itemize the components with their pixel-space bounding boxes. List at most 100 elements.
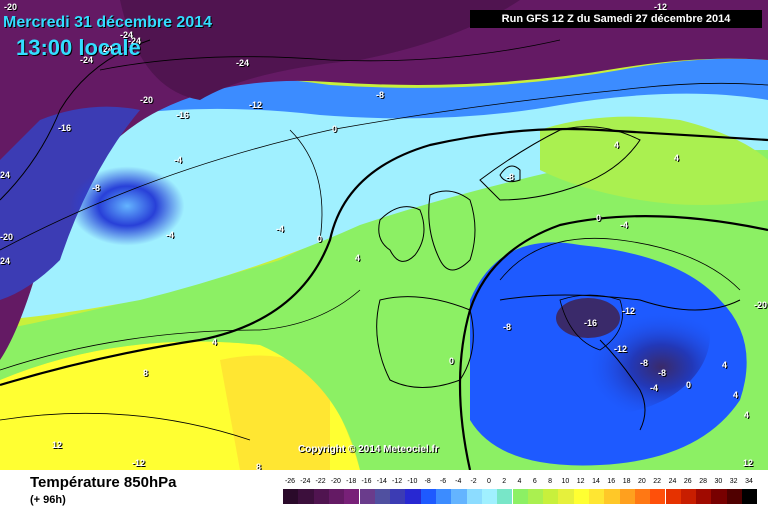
isotherm-label: 4 [733, 390, 739, 400]
isotherm-label: 4 [674, 153, 680, 163]
scale-swatch [283, 489, 299, 504]
scale-tick-label: -6 [439, 478, 447, 485]
scale-tick-label: 8 [548, 478, 553, 485]
atlantic-low [70, 125, 330, 305]
isotherm-label: -12 [614, 344, 628, 354]
scale-swatch [742, 489, 758, 504]
forecast-time: 13:00 locale [16, 35, 141, 60]
isotherm-label: -8 [503, 322, 512, 332]
scale-tick-label: 34 [745, 478, 753, 485]
forecast-offset: (+ 96h) [30, 494, 66, 506]
scale-tick-label: 2 [502, 478, 507, 485]
scale-swatch [589, 489, 605, 504]
isotherm-label: 12 [743, 458, 754, 468]
scale-tick-label: -4 [455, 478, 462, 485]
isotherm-label: 4 [355, 253, 361, 263]
scale-tick-label: 24 [668, 478, 677, 485]
scale-tick-label: -18 [346, 478, 357, 485]
scale-tick-label: 4 [517, 478, 522, 485]
scale-tick-label: 28 [699, 478, 707, 485]
isotherm-label: -4 [650, 383, 659, 393]
isotherm-label: -20 [754, 300, 768, 310]
isotherms [0, 39, 768, 441]
isotherm-label: -20 [0, 232, 14, 242]
isotherm-label: -8 [658, 368, 667, 378]
scale-swatch [543, 489, 559, 504]
copyright-notice: Copyright © 2014 Meteociel.fr [298, 444, 439, 455]
scale-swatch [481, 489, 498, 504]
isotherm-label: 4 [744, 410, 750, 420]
scale-swatch [374, 489, 391, 504]
isotherm-label: -12 [622, 306, 636, 316]
run-info: Run GFS 12 Z du Samedi 27 décembre 2014 [470, 10, 762, 28]
isotherm-label: -24 [128, 36, 142, 46]
scale-tick-label: 30 [714, 478, 723, 485]
scale-tick-label: 18 [622, 478, 631, 485]
isotherm-label: -8 [92, 183, 101, 193]
isotherm-label: -16 [176, 110, 190, 120]
scale-swatch [711, 489, 727, 504]
scale-swatch [512, 489, 528, 504]
scale-tick-label: 22 [653, 478, 662, 485]
scale-tick-label: -8 [424, 478, 431, 485]
isotherm-label: -24 [80, 55, 94, 65]
scale-tick-label: -14 [376, 478, 387, 485]
isotherm-label: 24 [0, 170, 11, 180]
scale-tick-label: -20 [330, 478, 341, 485]
scale-swatch [390, 489, 406, 504]
isotherm-label: -20 [4, 2, 18, 12]
isotherm-label: -8 [506, 172, 515, 182]
isotherm-label: 4 [722, 360, 728, 370]
isotherm-label: -24 [236, 58, 250, 68]
zero-isotherm [0, 127, 768, 470]
scale-swatch [573, 489, 589, 504]
scale-swatch [558, 489, 574, 504]
isotherm-label: -12 [654, 2, 668, 12]
scale-swatch [650, 489, 666, 504]
isotherm-label: 0 [449, 356, 455, 366]
temperature-map: -20 -24 -24 -24 -24 -20 -16 -12 -8 -16 -… [0, 0, 768, 470]
scale-swatch [344, 489, 360, 504]
scale-swatch [604, 489, 620, 504]
color-scale: -26 -24 -22 -20 -18 -16 -14 -12 -10 -8 -6 -4 -2 0 2 4 6 8… [283, 478, 758, 508]
map-footer: Température 850hPa (+ 96h) -26 -24 -22 -20-… [0, 470, 768, 512]
scale-swatch [451, 489, 467, 504]
scale-swatch [359, 489, 375, 504]
scale-swatch [405, 489, 421, 504]
scale-tick-label: -12 [392, 478, 403, 485]
scale-swatch [420, 489, 436, 504]
map-canvas [0, 0, 768, 470]
isotherm-label: -12 [249, 100, 263, 110]
scale-swatch [665, 489, 681, 504]
scale-swatch [726, 489, 742, 504]
isotherm-label: -20 [140, 95, 154, 105]
forecast-date: Mercredi 31 décembre 2014 [3, 14, 213, 31]
scale-swatch [328, 489, 345, 504]
isotherm-label: -24 [120, 30, 134, 40]
isotherm-label: 8 [256, 462, 262, 470]
scale-tick-label: -26 [284, 478, 296, 485]
isotherm-label: -4 [276, 224, 285, 234]
isotherm-label: 4 [212, 337, 218, 347]
scale-tick-label: -22 [315, 478, 326, 485]
isotherm-label: -4 [620, 220, 629, 230]
isotherm-label: 0 [596, 213, 602, 223]
scandinavia-zone [540, 116, 768, 205]
scale-tick-label: -24 [300, 478, 311, 485]
isotherm-label: -24 [100, 44, 114, 54]
isotherm-label: 8 [143, 368, 149, 378]
isotherm-label: -8 [376, 90, 385, 100]
isotherm-label: 0 [332, 124, 338, 134]
isotherm-label: -4 [174, 155, 183, 165]
scale-tick-label: -10 [407, 478, 418, 485]
scale-swatch [298, 489, 314, 504]
isotherm-label: 12 [52, 440, 63, 450]
isotherm-label: -8 [640, 358, 649, 368]
map-variable-title: Température 850hPa [30, 474, 177, 491]
scale-tick-label: 6 [532, 478, 537, 485]
warm-zone-core [220, 355, 330, 470]
arctic-core [120, 0, 520, 100]
scale-tick-label: 12 [576, 478, 585, 485]
isotherm-label: 24 [0, 256, 11, 266]
